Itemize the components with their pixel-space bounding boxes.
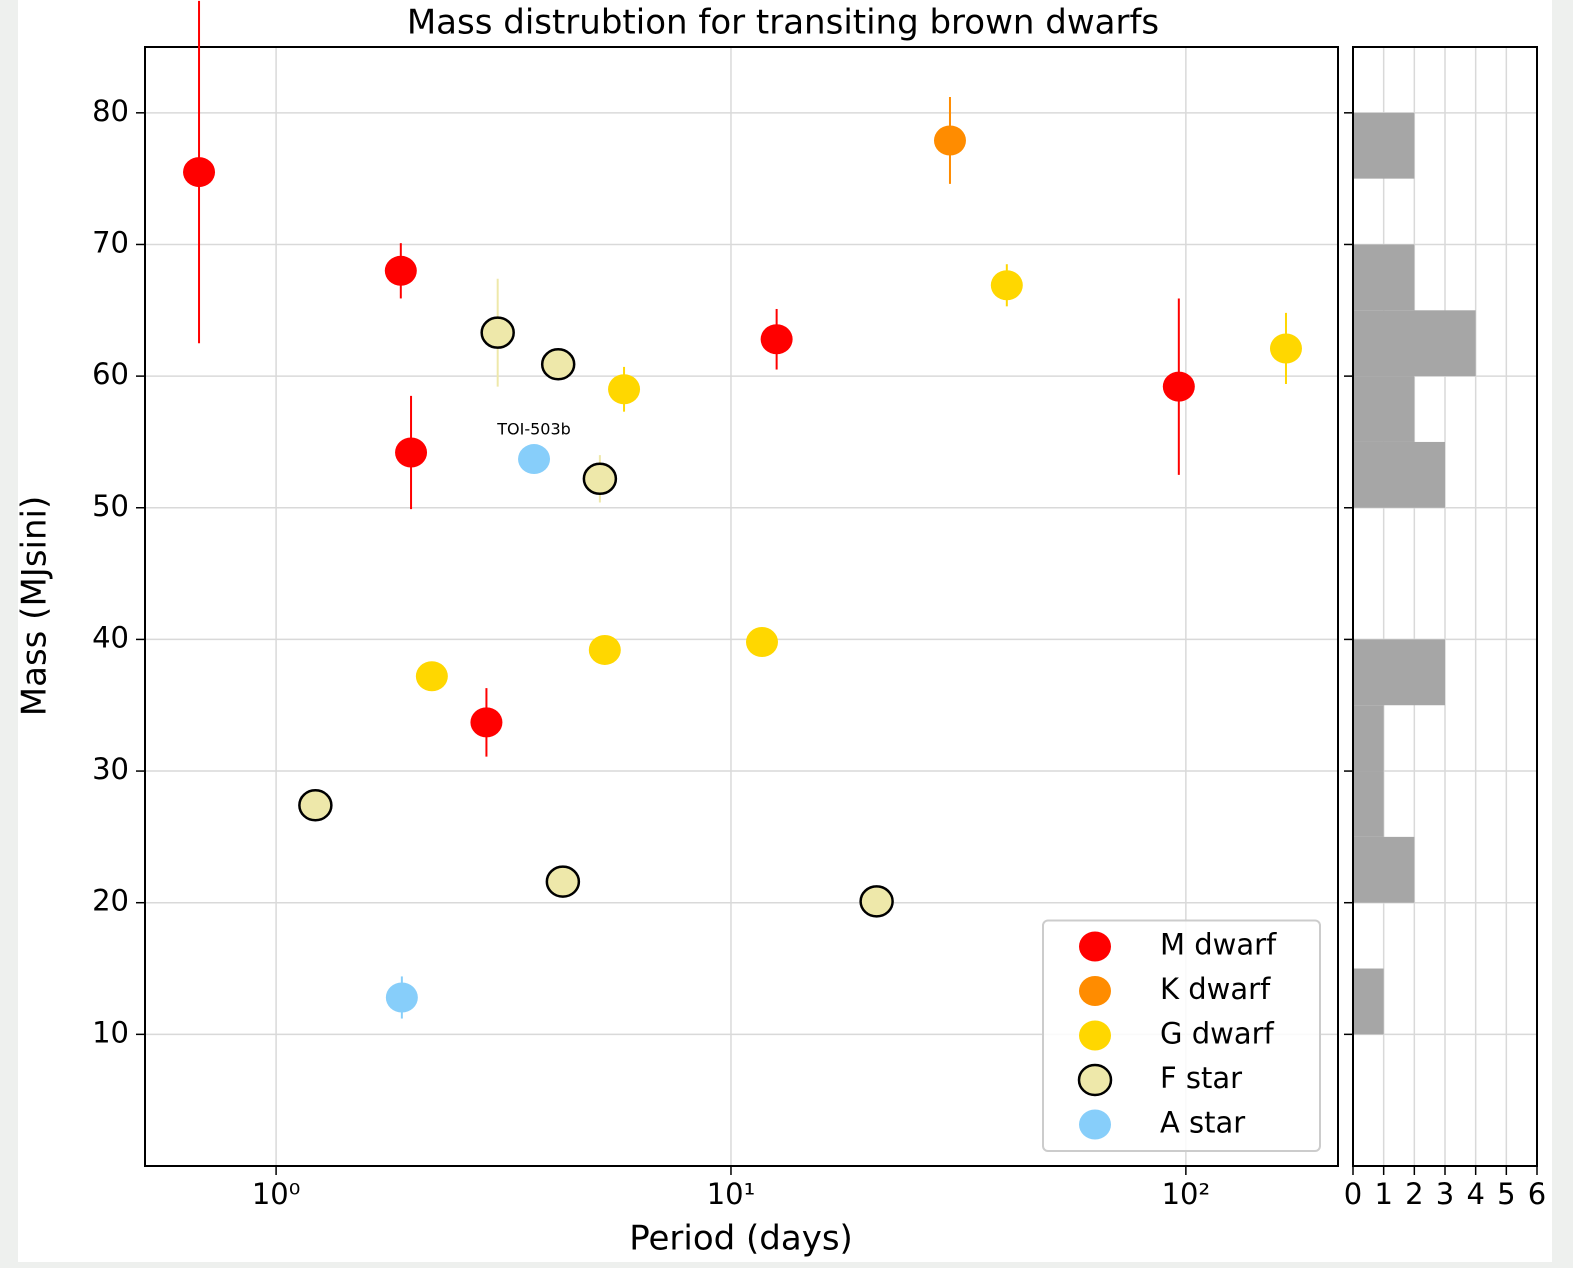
x-tick-label: 0 xyxy=(1344,1177,1362,1211)
legend-marker xyxy=(1077,1063,1113,1097)
histogram-bar xyxy=(1353,771,1384,837)
point xyxy=(608,374,641,405)
y-tick-label: 40 xyxy=(92,620,129,654)
point xyxy=(588,634,621,665)
y-axis-label: Mass (MJsini) xyxy=(15,496,55,716)
point xyxy=(395,437,428,468)
legend-box xyxy=(1042,919,1321,1152)
histogram-bar xyxy=(1353,836,1415,903)
y-tick-label: 10 xyxy=(92,1015,129,1049)
legend-marker xyxy=(1079,1020,1111,1051)
x-tick-label: 10² xyxy=(1162,1177,1211,1211)
y-tick-label: 80 xyxy=(92,94,129,128)
x-tick-label: 4 xyxy=(1466,1177,1484,1211)
point xyxy=(415,661,448,692)
plot-frame xyxy=(144,46,1339,1167)
y-tick-label: 60 xyxy=(92,357,129,391)
histogram-bar xyxy=(1353,244,1415,311)
x-tick-label: 5 xyxy=(1497,1177,1515,1211)
y-tick-label: 70 xyxy=(92,225,129,259)
x-axis-label: Period (days) xyxy=(629,1219,853,1259)
histogram-bar xyxy=(1353,441,1445,508)
x-tick-label: 2 xyxy=(1405,1177,1423,1211)
annotation: TOI-503b xyxy=(496,420,571,439)
y-tick-label: 50 xyxy=(92,489,129,523)
histogram-bar xyxy=(1353,376,1415,442)
legend-label: M dwarf xyxy=(1160,928,1277,962)
chart-title: Mass distrubtion for transiting brown dw… xyxy=(407,3,1159,43)
point xyxy=(933,125,966,156)
legend-label: F star xyxy=(1160,1061,1242,1095)
point xyxy=(745,627,778,658)
legend-marker xyxy=(1079,1109,1111,1140)
legend-label: K dwarf xyxy=(1160,972,1271,1006)
x-tick-label: 10⁰ xyxy=(252,1177,301,1211)
x-tick-label: 1 xyxy=(1374,1177,1392,1211)
x-tick-label: 10¹ xyxy=(707,1177,756,1211)
point xyxy=(518,444,551,475)
point xyxy=(1269,333,1302,364)
point xyxy=(183,157,216,188)
point xyxy=(582,462,618,496)
point xyxy=(990,270,1023,301)
x-tick-label: 6 xyxy=(1528,1177,1546,1211)
point xyxy=(385,982,418,1013)
histogram-bar xyxy=(1353,705,1384,772)
legend-label: G dwarf xyxy=(1160,1017,1275,1051)
plot-frame xyxy=(1352,46,1538,1167)
y-tick-label: 30 xyxy=(92,752,129,786)
histogram-bar xyxy=(1353,112,1415,179)
point xyxy=(545,865,581,898)
figure-background xyxy=(18,0,1552,1262)
legend-marker xyxy=(1079,931,1111,962)
x-tick-label: 3 xyxy=(1436,1177,1454,1211)
histogram-bar xyxy=(1353,968,1384,1035)
legend-marker xyxy=(1079,976,1111,1006)
point xyxy=(298,789,333,822)
y-tick-label: 20 xyxy=(92,884,129,918)
legend-label: A star xyxy=(1160,1106,1245,1140)
point xyxy=(859,885,894,918)
point xyxy=(480,316,515,349)
point xyxy=(540,348,576,381)
point xyxy=(384,255,417,286)
point xyxy=(760,324,793,355)
point xyxy=(470,707,503,738)
histogram-bar xyxy=(1353,310,1476,377)
histogram-bar xyxy=(1353,639,1445,706)
point xyxy=(1162,371,1195,402)
